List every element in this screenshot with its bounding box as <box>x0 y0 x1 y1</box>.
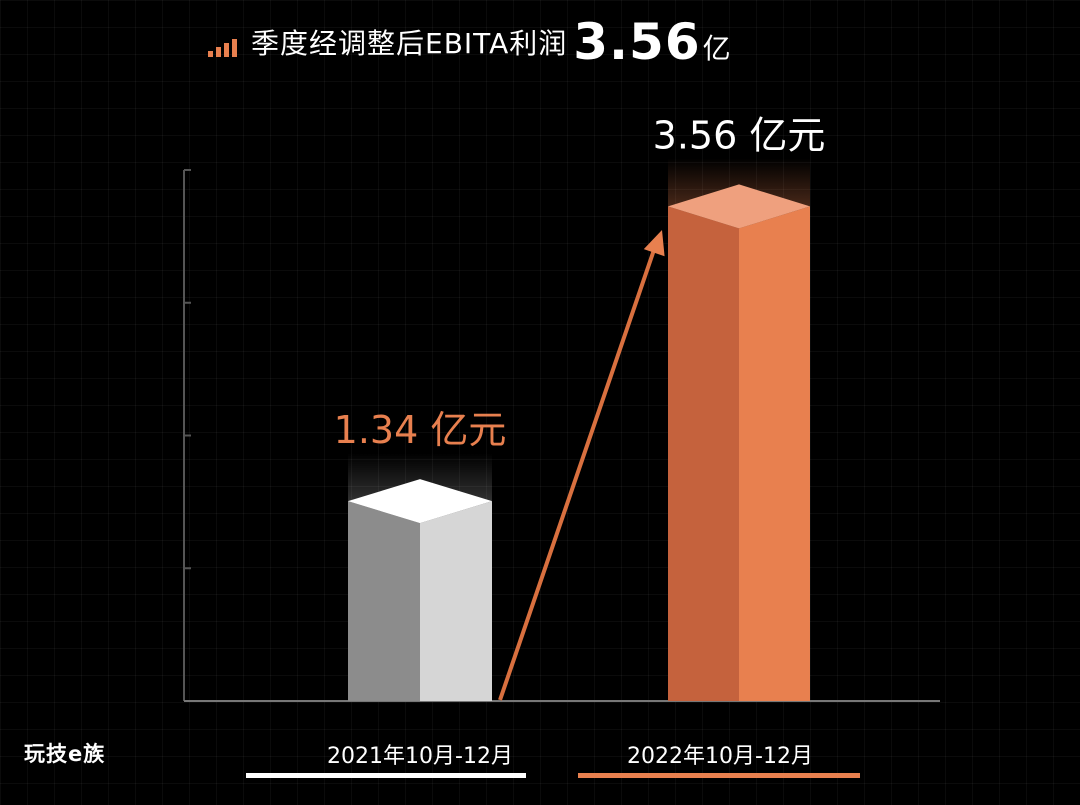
category-label-2022: 2022年10月-12月 <box>627 744 813 769</box>
bar-top-face <box>348 479 492 524</box>
header-unit: 亿 <box>702 32 731 65</box>
bar-value-label: 3.56 亿元 <box>653 113 826 157</box>
bar-left-face <box>668 206 739 701</box>
bar-value-label: 1.34 亿元 <box>334 408 507 452</box>
header-value: 3.56 <box>573 13 701 71</box>
header-title: 季度经调整后EBITA利润 <box>251 27 568 60</box>
chart-header: 季度经调整后EBITA利润 3.56 亿 <box>208 10 731 74</box>
bar-chart-icon <box>208 35 237 57</box>
growth-arrow-head <box>643 230 665 257</box>
category-underline-2022 <box>578 773 860 778</box>
bar-right-face <box>739 206 810 701</box>
watermark-logo: 玩技e族 <box>24 742 106 766</box>
bar-right-face <box>420 501 492 701</box>
bar-left-face <box>348 501 420 701</box>
bar-top-face <box>668 184 810 229</box>
category-label-2021: 2021年10月-12月 <box>327 744 513 769</box>
category-underline-2021 <box>246 773 526 778</box>
growth-arrow-line <box>498 243 658 701</box>
